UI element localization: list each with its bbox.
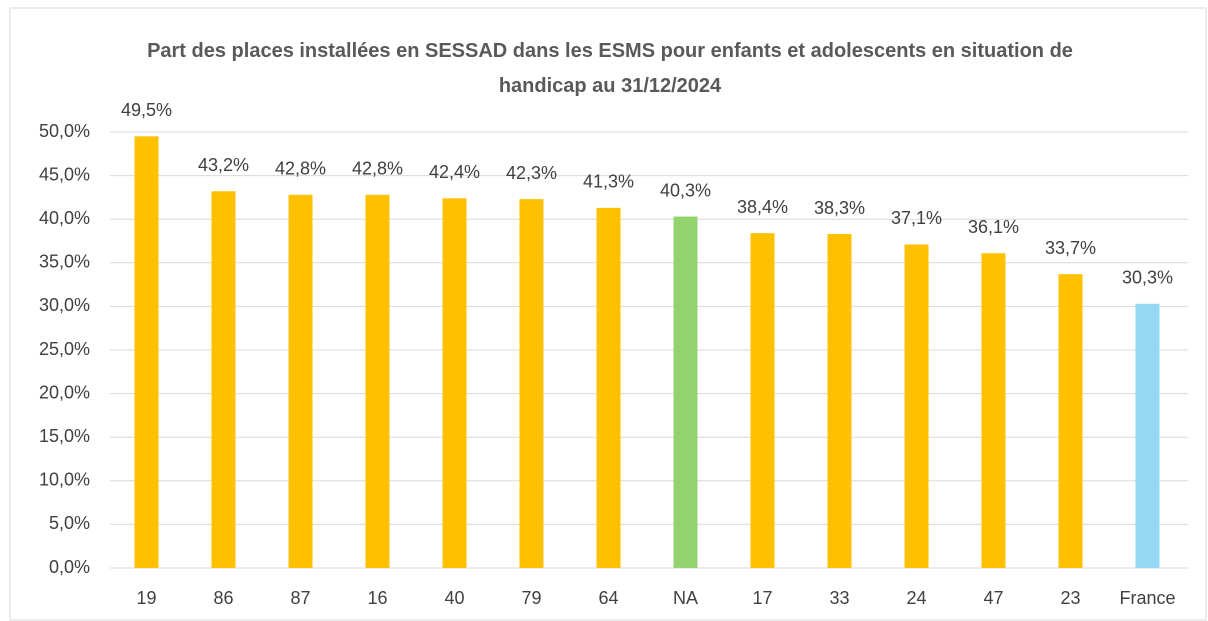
bar	[442, 198, 467, 568]
data-label: 42,4%	[429, 162, 480, 182]
bar	[673, 216, 698, 569]
x-tick-label: 24	[906, 588, 926, 608]
y-tick-label: 45,0%	[39, 164, 90, 184]
bar	[981, 253, 1006, 568]
y-tick-label: 35,0%	[39, 252, 90, 272]
x-tick-label: 86	[213, 588, 233, 608]
x-tick-label: 16	[367, 588, 387, 608]
data-label: 33,7%	[1045, 238, 1096, 258]
x-tick-label: France	[1119, 588, 1175, 608]
x-tick-label: 40	[444, 588, 464, 608]
x-tick-label: 64	[598, 588, 618, 608]
x-tick-label: NA	[673, 588, 698, 608]
data-label: 37,1%	[891, 208, 942, 228]
bar	[288, 194, 313, 568]
bar	[904, 244, 929, 568]
x-tick-label: 79	[521, 588, 541, 608]
bar	[211, 191, 236, 568]
chart-title: Part des places installées en SESSAD dan…	[147, 40, 1073, 97]
y-tick-label: 20,0%	[39, 382, 90, 402]
data-label: 38,3%	[814, 198, 865, 218]
bar	[596, 207, 621, 568]
data-label: 41,3%	[583, 172, 634, 192]
data-label: 49,5%	[121, 100, 172, 120]
x-tick-label: 17	[752, 588, 772, 608]
y-tick-label: 40,0%	[39, 208, 90, 228]
data-label: 40,3%	[660, 180, 711, 200]
bar	[134, 136, 159, 569]
data-label: 43,2%	[198, 155, 249, 175]
bar	[1135, 303, 1160, 568]
y-tick-label: 0,0%	[49, 557, 90, 577]
bar	[750, 233, 775, 569]
data-label: 42,8%	[275, 159, 326, 179]
data-label: 42,8%	[352, 159, 403, 179]
x-tick-label: 23	[1060, 588, 1080, 608]
y-tick-label: 25,0%	[39, 339, 90, 359]
x-tick-label: 87	[290, 588, 310, 608]
chart-frame	[9, 7, 1207, 621]
bar	[1058, 274, 1083, 568]
data-label: 30,3%	[1122, 268, 1173, 288]
x-tick-label: 33	[829, 588, 849, 608]
y-tick-label: 15,0%	[39, 426, 90, 446]
x-tick-label: 47	[983, 588, 1003, 608]
bar	[519, 199, 544, 569]
data-label: 38,4%	[737, 197, 788, 217]
bar	[365, 194, 390, 568]
data-label: 36,1%	[968, 217, 1019, 237]
x-tick-label: 19	[136, 588, 156, 608]
bar	[827, 234, 852, 569]
y-tick-label: 10,0%	[39, 470, 90, 490]
y-tick-label: 30,0%	[39, 295, 90, 315]
data-label: 42,3%	[506, 163, 557, 183]
y-tick-label: 5,0%	[49, 513, 90, 533]
y-tick-label: 50,0%	[39, 121, 90, 141]
